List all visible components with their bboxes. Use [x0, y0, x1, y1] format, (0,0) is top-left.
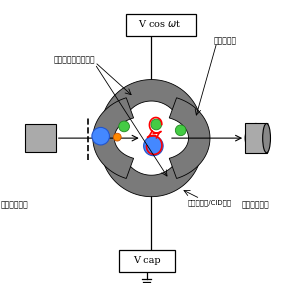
Ellipse shape — [263, 124, 271, 153]
Text: V cap: V cap — [133, 256, 160, 265]
FancyBboxPatch shape — [251, 124, 269, 153]
Circle shape — [119, 121, 129, 132]
Ellipse shape — [245, 124, 267, 153]
FancyBboxPatch shape — [245, 124, 267, 153]
Text: イオン検出器: イオン検出器 — [242, 200, 270, 209]
Circle shape — [113, 133, 121, 141]
Text: クーリング/CIDガス: クーリング/CIDガス — [188, 199, 232, 206]
FancyBboxPatch shape — [25, 124, 56, 152]
Circle shape — [175, 125, 186, 136]
Text: イオンス化部: イオンス化部 — [1, 200, 29, 209]
Text: リング電極: リング電極 — [214, 36, 237, 45]
Circle shape — [92, 127, 109, 145]
FancyBboxPatch shape — [119, 250, 175, 272]
Text: V cos $\omega$t: V cos $\omega$t — [138, 18, 182, 29]
Circle shape — [144, 136, 163, 156]
PathPatch shape — [104, 80, 199, 120]
PathPatch shape — [104, 156, 199, 197]
FancyBboxPatch shape — [126, 14, 196, 36]
PathPatch shape — [169, 98, 210, 178]
Circle shape — [151, 119, 162, 130]
Text: エンドキャップ電極: エンドキャップ電極 — [54, 55, 95, 65]
PathPatch shape — [93, 98, 134, 178]
